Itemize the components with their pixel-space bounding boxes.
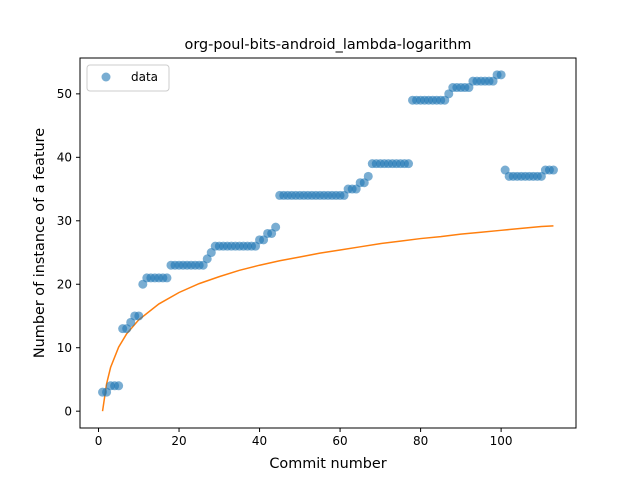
x-tick-label: 80 <box>413 434 428 448</box>
x-tick-label: 20 <box>171 434 186 448</box>
legend-label-data: data <box>131 70 158 84</box>
y-tick-label: 40 <box>57 151 72 165</box>
data-point <box>548 165 558 175</box>
plot-area <box>98 70 558 412</box>
data-point <box>134 311 144 321</box>
y-tick-label: 50 <box>57 87 72 101</box>
y-tick-label: 0 <box>64 404 72 418</box>
legend-marker-data <box>101 72 111 82</box>
y-axis-label: Number of instance of a feature <box>32 128 48 358</box>
data-points-layer <box>98 70 558 397</box>
plot-frame <box>79 57 577 429</box>
data-point <box>496 70 506 80</box>
chart-title: org-poul-bits-android_lambda-logarithm <box>185 37 472 53</box>
x-tick-label: 40 <box>252 434 267 448</box>
data-point <box>404 159 414 169</box>
data-point <box>162 273 172 283</box>
x-tick-label: 100 <box>490 434 513 448</box>
x-axis-label: Commit number <box>269 456 386 472</box>
x-tick-label: 0 <box>95 434 103 448</box>
data-point <box>114 381 124 391</box>
data-point <box>363 171 373 181</box>
x-axis-ticks: 0 20 40 60 80 100 <box>95 428 513 448</box>
y-tick-label: 10 <box>57 341 72 355</box>
y-tick-label: 20 <box>57 278 72 292</box>
legend: data <box>86 64 170 92</box>
x-tick-label: 60 <box>332 434 347 448</box>
legend-box <box>86 64 170 92</box>
y-tick-label: 30 <box>57 214 72 228</box>
data-point <box>271 222 281 232</box>
y-axis-ticks: 0 10 20 30 40 50 <box>57 87 80 418</box>
